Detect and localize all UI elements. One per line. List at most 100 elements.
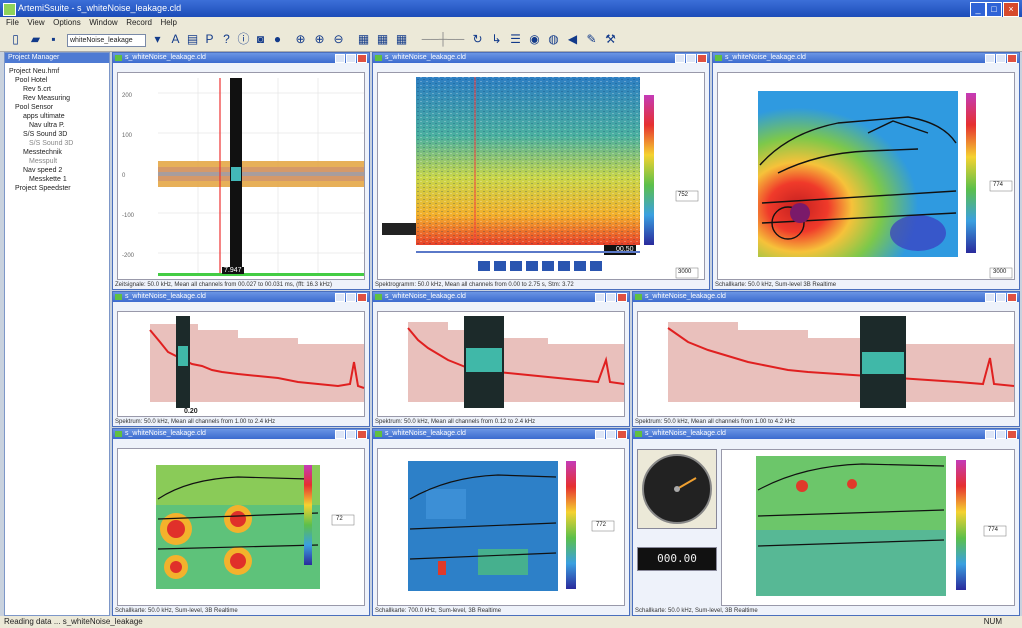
close-icon[interactable]: [357, 54, 367, 63]
spectrum-svg-2: [407, 316, 625, 408]
print-icon[interactable]: ▤: [186, 32, 199, 46]
acoustic-map-window-3[interactable]: s_whiteNoise_leakage.cld 772 Schallkarte…: [372, 428, 630, 616]
close-icon[interactable]: [1007, 54, 1017, 63]
tree-item[interactable]: S/S Sound 3D: [23, 131, 68, 138]
tree-item[interactable]: Messkette 1: [29, 176, 67, 183]
menu-file[interactable]: File: [6, 18, 19, 27]
acoustic-map-plot[interactable]: 774 3000: [717, 72, 1015, 280]
al-icon[interactable]: A: [171, 32, 180, 46]
spectrum-window-3[interactable]: s_whiteNoise_leakage.cld 3.56 Spektrum: …: [632, 291, 1020, 427]
spectrum-svg-3: [667, 316, 1015, 408]
eye-icon[interactable]: ◉: [529, 32, 540, 46]
y-tick-label: 100: [122, 133, 133, 139]
window-info: Schallkarte: 50.0 kHz, Sum-level 3B Real…: [715, 282, 837, 288]
spectrum-svg-1: [149, 316, 365, 408]
camera-icon[interactable]: ◙: [256, 32, 265, 46]
cursor-value: 0.20: [184, 408, 198, 415]
spectrogram-svg: [382, 77, 699, 279]
pdf-icon[interactable]: P: [205, 32, 214, 46]
help-icon[interactable]: ?: [223, 32, 230, 46]
menu-view[interactable]: View: [27, 18, 45, 27]
spectrum-window-1[interactable]: s_whiteNoise_leakage.cld 0.20 Spektrum: …: [112, 291, 370, 427]
menu-window[interactable]: Window: [89, 18, 118, 27]
rotate-icon[interactable]: ↻: [472, 32, 483, 46]
acoustic-map-plot-3[interactable]: 772: [377, 448, 625, 606]
close-icon[interactable]: [697, 54, 707, 63]
close-icon[interactable]: [1007, 293, 1017, 302]
y-tick-label: 200: [122, 93, 133, 99]
time-signal-plot[interactable]: 200 100 0 -100 -200 7.947: [117, 72, 365, 280]
time-signal-svg: 200 100 0 -100 -200: [122, 78, 364, 276]
minimize-button[interactable]: _: [970, 2, 986, 17]
app-titlebar: ArtemiSsuite - s_whiteNoise_leakage.cld …: [0, 0, 1022, 17]
tree-item[interactable]: Project Neu.hmf: [9, 68, 60, 75]
acoustic-map-svg-4: [756, 456, 1007, 596]
tree-item[interactable]: Rev Measuring: [23, 95, 71, 102]
close-icon[interactable]: [357, 430, 367, 439]
spectrum-plot-3[interactable]: 3.56: [637, 311, 1015, 417]
colorbar-value: 3000: [993, 269, 1007, 275]
acoustic-map-window-4[interactable]: s_whiteNoise_leakage.cld 000.00 774: [632, 428, 1020, 616]
tree-item[interactable]: Messpult: [29, 158, 58, 165]
tool-icon[interactable]: ⚒: [605, 32, 616, 46]
y-tick-label: -100: [122, 213, 135, 219]
menu-help[interactable]: Help: [160, 18, 177, 27]
spectrum-window-2[interactable]: s_whiteNoise_leakage.cld 4.84 Spektrum: …: [372, 291, 630, 427]
grid3-icon[interactable]: ▦: [395, 32, 408, 46]
acoustic-map-window[interactable]: s_whiteNoise_leakage.cld: [712, 52, 1020, 290]
menu-record[interactable]: Record: [126, 18, 152, 27]
slider-icon[interactable]: ──┼──: [421, 32, 465, 46]
window-title: s_whiteNoise_leakage.cld: [385, 430, 466, 437]
pen-icon[interactable]: ✎: [586, 32, 597, 46]
cursor-icon[interactable]: ↳: [491, 32, 502, 46]
close-icon[interactable]: [617, 293, 627, 302]
dataset-combo[interactable]: whiteNoise_leakage: [67, 34, 146, 47]
sphere-icon[interactable]: ◍: [548, 32, 559, 46]
acoustic-map-plot-4[interactable]: 774: [721, 449, 1015, 606]
grid-icon[interactable]: ▦: [357, 32, 370, 46]
colorbar-value: 772: [596, 522, 607, 528]
zoom-in-icon[interactable]: ⊕: [314, 32, 325, 46]
tree-item[interactable]: Pool Hotel: [15, 77, 48, 84]
save-icon[interactable]: ▪: [51, 32, 56, 46]
maximize-button[interactable]: □: [986, 2, 1002, 17]
acoustic-map-window-2[interactable]: s_whiteNoise_leakage.cld 72 Schallkarte:…: [112, 428, 370, 616]
app-icon: [3, 3, 16, 16]
menu-options[interactable]: Options: [53, 18, 81, 27]
combo-dropdown-icon[interactable]: ▾: [154, 32, 161, 46]
tree-item[interactable]: Nav ultra P.: [29, 122, 65, 129]
spectrum-plot-1[interactable]: 0.20: [117, 311, 365, 417]
spectrum-plot-2[interactable]: 4.84: [377, 311, 625, 417]
spectrogram-plot[interactable]: 00.50 752 3000: [377, 72, 705, 280]
time-signal-window[interactable]: s_whiteNoise_leakage.cld 200 100 0 -100 …: [112, 52, 370, 290]
y-tick-label: -200: [122, 253, 135, 259]
grid2-icon[interactable]: ▦: [376, 32, 389, 46]
tree-item[interactable]: S/S Sound 3D: [29, 140, 74, 147]
close-icon[interactable]: [357, 293, 367, 302]
tree-item[interactable]: Rev 5.crt: [23, 86, 52, 93]
zoom-out-icon[interactable]: ⊖: [333, 32, 344, 46]
list-icon[interactable]: ☰: [510, 32, 521, 46]
status-left: Reading data ... s_whiteNoise_leakage: [4, 617, 143, 626]
speaker-icon[interactable]: ◀: [567, 32, 578, 46]
new-file-icon[interactable]: ▯: [12, 32, 19, 46]
open-folder-icon[interactable]: ▰: [30, 32, 41, 46]
spectrogram-window[interactable]: s_whiteNoise_leakage.cld: [372, 52, 710, 290]
cursor-value: 3.56: [876, 408, 890, 415]
close-button[interactable]: ×: [1003, 2, 1019, 17]
tree-item[interactable]: apps ultimate: [23, 113, 65, 120]
tree-item[interactable]: Nav speed 2: [23, 167, 63, 174]
window-title: s_whiteNoise_leakage.cld: [385, 54, 466, 61]
window-info: Spektrogramm: 50.0 kHz, Mean all channel…: [375, 282, 574, 288]
close-icon[interactable]: [617, 430, 627, 439]
info-icon[interactable]: ⓘ: [237, 32, 250, 46]
zoom-icon[interactable]: ⊕: [295, 32, 306, 46]
tree-item[interactable]: Project Speedster: [15, 185, 71, 192]
menubar: File View Options Window Record Help: [0, 17, 1022, 29]
record-icon[interactable]: ●: [273, 32, 282, 46]
acoustic-map-plot-2[interactable]: 72: [117, 448, 365, 606]
close-icon[interactable]: [1007, 430, 1017, 439]
window-title: s_whiteNoise_leakage.cld: [645, 430, 726, 437]
tree-item[interactable]: Messtechnik: [23, 149, 62, 156]
tree-item[interactable]: Pool Sensor: [15, 104, 54, 111]
